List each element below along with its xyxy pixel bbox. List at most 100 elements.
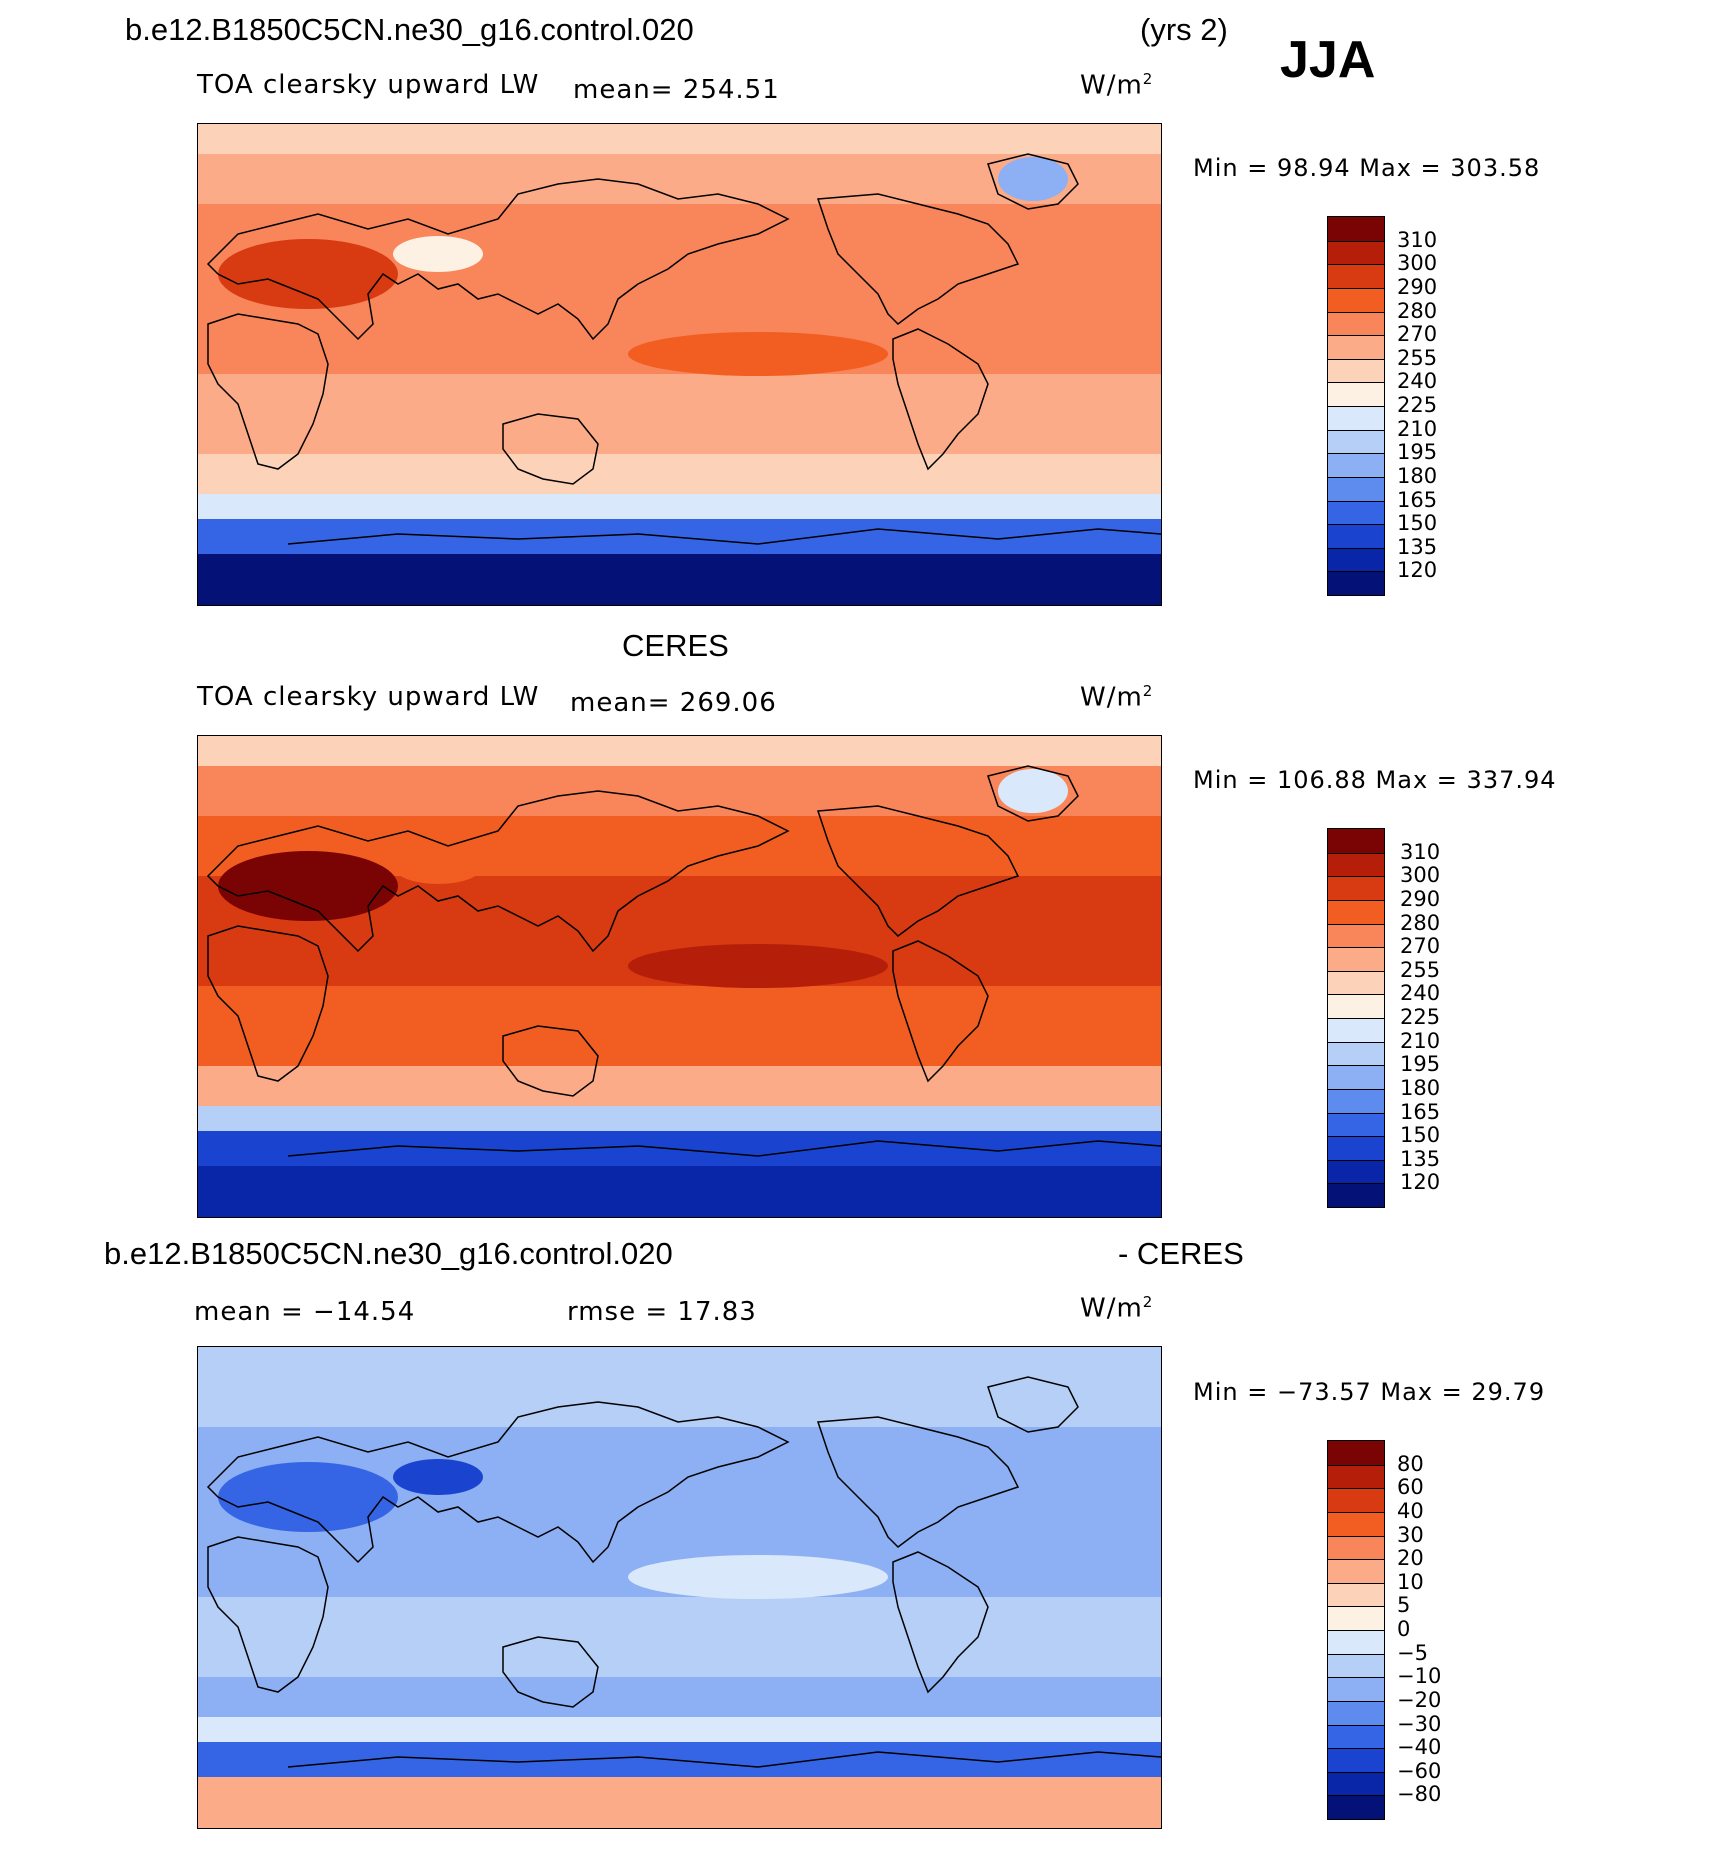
colorbar-box bbox=[1328, 311, 1384, 336]
colorbar-tick-label: 135 bbox=[1397, 534, 1438, 559]
colorbar-box bbox=[1328, 287, 1384, 312]
panel3-colorbar bbox=[1327, 1440, 1385, 1820]
panel3-rmse: rmse = 17.83 bbox=[567, 1297, 757, 1327]
map-band bbox=[198, 1717, 1161, 1742]
map-band bbox=[198, 554, 1161, 605]
colorbar-box bbox=[1328, 1041, 1384, 1066]
colorbar-tick-label: 210 bbox=[1400, 1028, 1441, 1053]
colorbar-tick-label: 165 bbox=[1400, 1099, 1441, 1124]
colorbar-box bbox=[1328, 876, 1384, 900]
panel3-map bbox=[197, 1346, 1162, 1829]
colorbar-tick-label: 240 bbox=[1400, 981, 1441, 1006]
colorbar-tick-label: 20 bbox=[1397, 1546, 1424, 1571]
colorbar-box bbox=[1328, 1159, 1384, 1184]
map-feature bbox=[628, 1555, 888, 1599]
colorbar-tick-label: 5 bbox=[1397, 1593, 1411, 1618]
coastline bbox=[206, 790, 790, 953]
map-band bbox=[198, 1677, 1161, 1717]
map-band bbox=[198, 124, 1161, 154]
colorbar-box bbox=[1328, 899, 1384, 924]
coastline bbox=[502, 1025, 599, 1097]
colorbar-tick-label: 195 bbox=[1400, 1052, 1441, 1077]
panel1-mean: mean= 254.51 bbox=[573, 75, 780, 105]
colorbar-box bbox=[1328, 1700, 1384, 1725]
map-feature bbox=[393, 848, 483, 884]
colorbar-box bbox=[1328, 358, 1384, 383]
colorbar-box bbox=[1328, 1795, 1384, 1819]
colorbar-tick-label: 40 bbox=[1397, 1498, 1424, 1523]
case-title: b.e12.B1850C5CN.ne30_g16.control.020 bbox=[125, 12, 694, 47]
panel1-minmax: Min = 98.94 Max = 303.58 bbox=[1193, 154, 1541, 182]
panel3-title-left: b.e12.B1850C5CN.ne30_g16.control.020 bbox=[104, 1236, 673, 1271]
colorbar-box bbox=[1328, 1488, 1384, 1512]
colorbar-box bbox=[1328, 1606, 1384, 1630]
coastline bbox=[502, 413, 599, 485]
map-band bbox=[198, 1777, 1161, 1828]
panel1-units: W/m2 bbox=[1080, 70, 1154, 101]
colorbar-box bbox=[1328, 571, 1384, 595]
colorbar-tick-label: 280 bbox=[1400, 910, 1441, 935]
panel1-variable: TOA clearsky upward LW bbox=[197, 70, 540, 100]
panel2-units: W/m2 bbox=[1080, 682, 1154, 713]
map-band bbox=[198, 494, 1161, 519]
colorbar-box bbox=[1328, 1065, 1384, 1089]
colorbar-box bbox=[1328, 547, 1384, 572]
panel2-variable: TOA clearsky upward LW bbox=[197, 682, 540, 712]
colorbar-box bbox=[1328, 852, 1384, 877]
colorbar-tick-label: 60 bbox=[1397, 1475, 1424, 1500]
panel1-colorbar bbox=[1327, 216, 1385, 596]
map-band bbox=[198, 1597, 1161, 1677]
coastline bbox=[207, 1536, 329, 1693]
colorbar-tick-label: 255 bbox=[1400, 957, 1441, 982]
map-feature bbox=[998, 157, 1068, 201]
colorbar-tick-label: 225 bbox=[1400, 1005, 1441, 1029]
colorbar-box bbox=[1328, 476, 1384, 501]
colorbar-tick-label: 270 bbox=[1400, 934, 1441, 959]
coastline bbox=[816, 1416, 1020, 1548]
colorbar-box bbox=[1328, 1771, 1384, 1796]
colorbar-tick-label: 300 bbox=[1397, 251, 1438, 276]
coastline bbox=[892, 1551, 989, 1694]
map-feature bbox=[218, 851, 398, 921]
colorbar-tick-label: −20 bbox=[1397, 1687, 1442, 1712]
map-feature bbox=[393, 1459, 483, 1495]
coastline bbox=[892, 328, 989, 471]
coastline bbox=[816, 805, 1020, 937]
colorbar-tick-label: 135 bbox=[1400, 1146, 1441, 1171]
map-band bbox=[198, 1166, 1161, 1217]
colorbar-tick-label: 150 bbox=[1400, 1123, 1441, 1148]
colorbar-box bbox=[1328, 1183, 1384, 1207]
colorbar-box bbox=[1328, 1653, 1384, 1678]
panel2-minmax: Min = 106.88 Max = 337.94 bbox=[1193, 766, 1557, 794]
map-band bbox=[198, 1131, 1161, 1166]
coastline bbox=[287, 528, 1161, 545]
panel2-map bbox=[197, 735, 1162, 1218]
coastline bbox=[206, 1401, 790, 1564]
colorbar-tick-label: 310 bbox=[1400, 839, 1441, 864]
colorbar-box bbox=[1328, 264, 1384, 288]
colorbar-box bbox=[1328, 947, 1384, 971]
colorbar-box bbox=[1328, 1464, 1384, 1489]
colorbar-tick-label: 195 bbox=[1397, 440, 1438, 465]
colorbar-box bbox=[1328, 923, 1384, 948]
colorbar-box bbox=[1328, 1677, 1384, 1701]
colorbar-tick-label: 290 bbox=[1397, 274, 1438, 299]
map-band bbox=[198, 1742, 1161, 1777]
coastline bbox=[502, 1636, 599, 1708]
colorbar-box bbox=[1328, 453, 1384, 477]
colorbar-box bbox=[1328, 1018, 1384, 1042]
panel2-title: CERES bbox=[622, 628, 729, 663]
map-band bbox=[198, 736, 1161, 766]
map-band bbox=[198, 374, 1161, 454]
colorbar-box bbox=[1328, 1441, 1384, 1465]
colorbar-tick-label: −60 bbox=[1397, 1758, 1442, 1783]
map-feature bbox=[393, 236, 483, 272]
colorbar-tick-label: −40 bbox=[1397, 1735, 1442, 1760]
colorbar-tick-label: −5 bbox=[1397, 1640, 1428, 1665]
panel2-mean: mean= 269.06 bbox=[570, 688, 777, 718]
map-feature bbox=[628, 944, 888, 988]
colorbar-tick-label: 10 bbox=[1397, 1569, 1424, 1594]
map-feature bbox=[218, 1462, 398, 1532]
map-feature bbox=[998, 769, 1068, 813]
colorbar-box bbox=[1328, 1630, 1384, 1654]
